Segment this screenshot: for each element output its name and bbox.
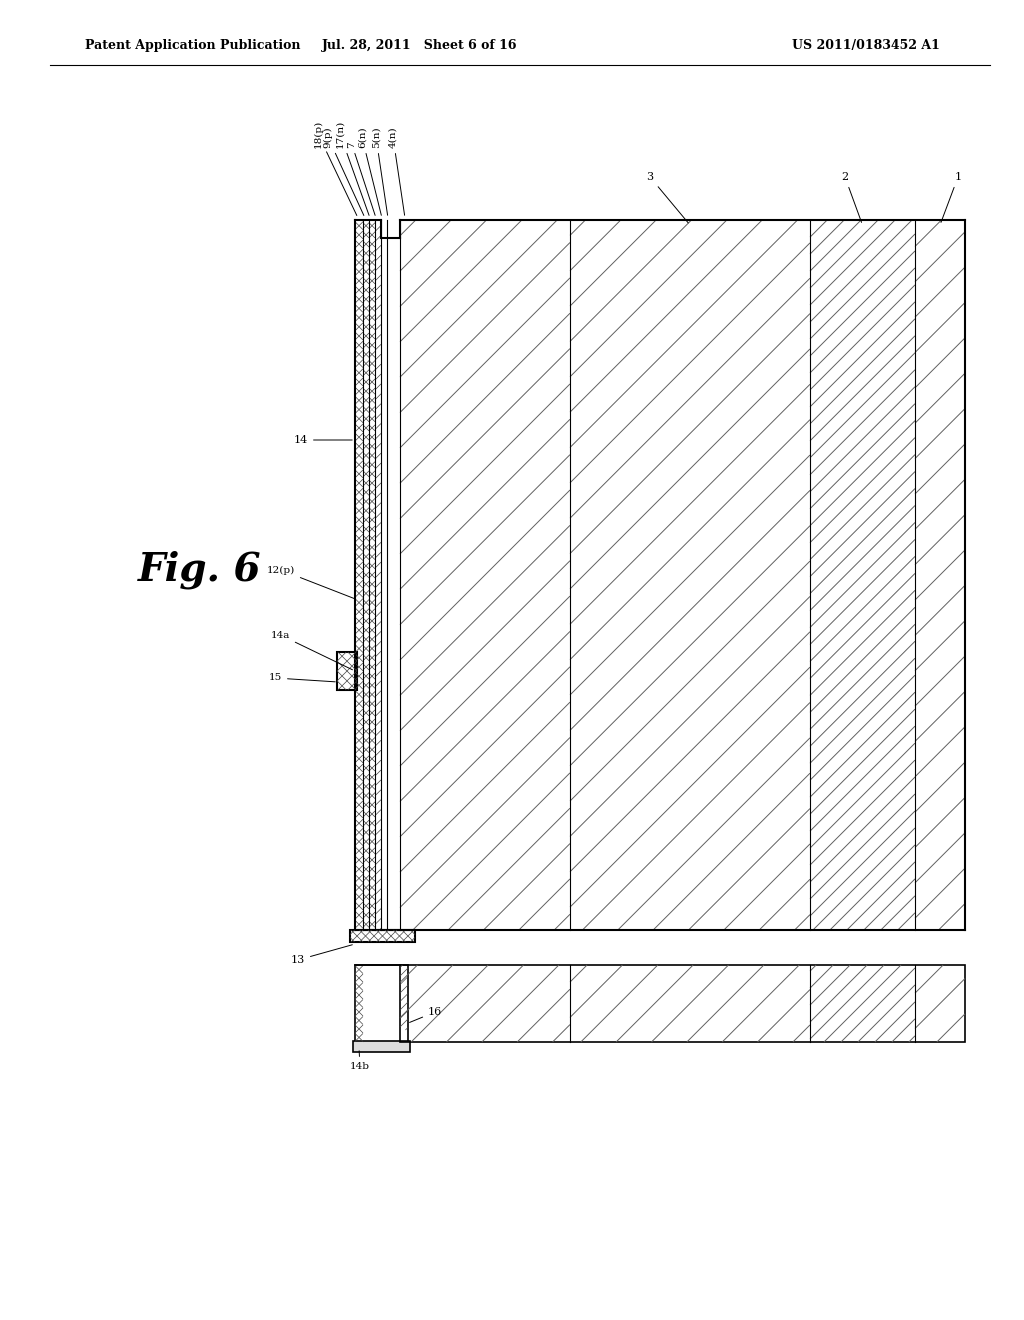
Text: 16: 16	[410, 1007, 442, 1023]
Text: 4(n): 4(n)	[388, 127, 404, 215]
Text: 18(p): 18(p)	[313, 120, 356, 215]
Text: 2: 2	[842, 172, 861, 222]
Bar	[355, 965, 408, 1041]
Text: 14b: 14b	[350, 1051, 370, 1071]
Text: 15: 15	[268, 673, 335, 682]
Text: Patent Application Publication: Patent Application Publication	[85, 38, 300, 51]
Text: 5(n): 5(n)	[372, 127, 388, 215]
Text: 1: 1	[941, 172, 962, 222]
Text: 9(p): 9(p)	[324, 127, 364, 215]
Text: 14a: 14a	[270, 631, 352, 669]
Text: 6(n): 6(n)	[357, 127, 381, 215]
Text: Fig. 6: Fig. 6	[138, 550, 262, 589]
Bar	[337, 652, 357, 690]
Text: 13: 13	[291, 945, 352, 965]
Text: 14: 14	[294, 436, 352, 445]
Text: 17(n): 17(n)	[336, 120, 369, 215]
Text: US 2011/0183452 A1: US 2011/0183452 A1	[793, 38, 940, 51]
Text: 3: 3	[646, 172, 688, 223]
Text: 12(p): 12(p)	[266, 565, 355, 599]
Text: Jul. 28, 2011   Sheet 6 of 16: Jul. 28, 2011 Sheet 6 of 16	[323, 38, 518, 51]
Bar	[353, 1041, 410, 1052]
Bar	[350, 931, 415, 942]
Bar	[400, 965, 965, 1041]
Text: 7: 7	[347, 141, 375, 215]
